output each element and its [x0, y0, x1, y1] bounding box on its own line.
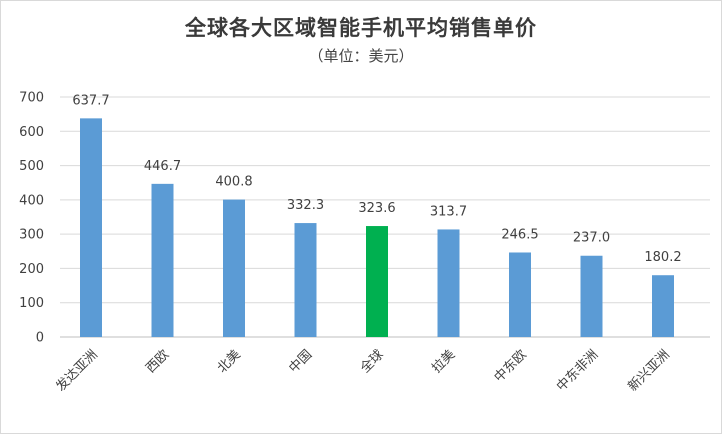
x-axis-categories: 发达亚洲 西欧 北美 中国 全球 拉美 中东欧 中东非洲 新兴亚洲 [53, 347, 673, 395]
y-tick-label: 100 [19, 296, 44, 311]
data-label: 332.3 [287, 198, 324, 213]
category-label: 西欧 [143, 347, 172, 376]
bars [80, 118, 674, 337]
chart-subtitle: （单位：美元） [308, 47, 414, 65]
category-label: 中东非洲 [554, 347, 601, 394]
bar [580, 255, 603, 337]
category-label: 全球 [357, 347, 387, 377]
data-label: 400.8 [215, 175, 252, 190]
bar [223, 199, 245, 337]
data-labels: 637.7 446.7 400.8 332.3 323.6 313.7 246.5 237.0… [72, 93, 681, 265]
y-tick-label: 300 [19, 228, 44, 243]
bar [437, 229, 460, 337]
y-tick-label: 0 [36, 331, 44, 346]
chart-title: 全球各大区域智能手机平均销售单价 [185, 15, 537, 40]
data-label: 446.7 [144, 159, 181, 174]
data-label: 313.7 [430, 204, 467, 219]
bar [366, 226, 388, 337]
y-tick-label: 500 [19, 159, 44, 174]
y-tick-label: 400 [19, 193, 44, 208]
y-axis-ticks: 0 100 200 300 400 500 600 700 [19, 91, 44, 346]
bar [80, 118, 102, 337]
data-label: 637.7 [72, 93, 109, 108]
bar [652, 275, 674, 337]
data-label: 246.5 [501, 227, 538, 242]
category-label: 中东欧 [492, 347, 530, 385]
data-label: 180.2 [644, 250, 681, 265]
data-label: 237.0 [573, 231, 610, 246]
category-label: 北美 [215, 347, 244, 376]
data-label: 323.6 [358, 201, 395, 216]
category-label: 新兴亚洲 [625, 347, 673, 395]
bar [509, 252, 531, 337]
y-tick-label: 600 [19, 125, 44, 140]
category-label: 发达亚洲 [53, 347, 101, 395]
category-label: 中国 [286, 347, 315, 376]
bar [151, 183, 174, 337]
y-tick-label: 200 [19, 262, 44, 277]
y-tick-label: 700 [19, 91, 44, 106]
bar [294, 223, 317, 337]
category-label: 拉美 [429, 347, 458, 376]
